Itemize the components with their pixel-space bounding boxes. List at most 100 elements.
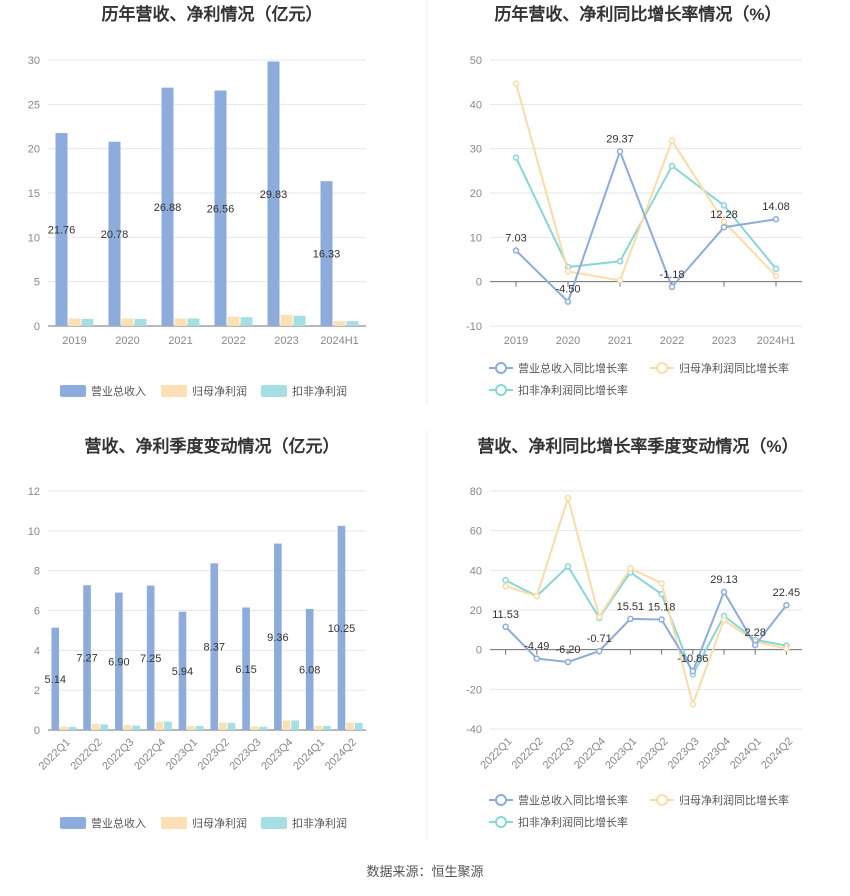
legend-swatch-revenue[interactable] — [60, 817, 86, 829]
bar — [337, 525, 346, 730]
y-tick-label: -40 — [466, 724, 482, 736]
bar — [354, 722, 363, 730]
bar — [164, 721, 172, 730]
bar — [346, 321, 359, 326]
data-point — [595, 647, 603, 655]
legend-label: 归母净利润同比增长率 — [679, 361, 789, 375]
bar — [267, 61, 280, 327]
bar — [174, 318, 187, 326]
legend-swatch-deducted-net[interactable] — [261, 817, 287, 829]
legend-label: 归母净利润同比增长率 — [679, 793, 789, 807]
bar — [115, 592, 123, 730]
legend-label: 营业总收入 — [91, 384, 146, 398]
legend-swatch-parent-net[interactable] — [161, 817, 187, 829]
y-tick-label: 15 — [28, 188, 40, 200]
legend-item-deducted-growth[interactable]: 扣非净利润同比增长率 — [489, 383, 628, 397]
legend-item-parent-growth[interactable]: 归母净利润同比增长率 — [650, 361, 789, 375]
legend: 营业总收入同比增长率 归母净利润同比增长率 扣非净利润同比增长率 — [489, 793, 789, 829]
data-label: 6.08 — [299, 664, 320, 676]
data-label: 7.27 — [76, 653, 97, 665]
data-label: 20.78 — [101, 229, 129, 241]
bar — [91, 724, 100, 730]
data-label: 5.14 — [45, 674, 66, 686]
data-label: -4.50 — [555, 284, 580, 296]
data-label: 12.28 — [710, 209, 738, 221]
bar — [146, 585, 155, 730]
x-tick-label: 2023Q2 — [634, 735, 670, 771]
data-point — [668, 283, 676, 291]
x-tick-label: 2021 — [168, 335, 192, 347]
y-tick-label: 20 — [470, 605, 482, 617]
bar — [250, 726, 259, 730]
legend: 营业总收入同比增长率 归母净利润同比增长率 扣非净利润同比增长率 — [489, 361, 789, 397]
legend-item-revenue-growth[interactable]: 营业总收入同比增长率 — [489, 793, 628, 807]
data-point — [564, 658, 572, 666]
y-tick-label: 0 — [476, 277, 482, 289]
x-tick-label: 2024H1 — [320, 335, 359, 347]
x-tick-label: 2024Q1 — [728, 735, 764, 771]
bar — [240, 317, 253, 326]
y-tick-label: 2 — [34, 685, 40, 697]
legend-swatch-deducted-net[interactable] — [261, 385, 287, 397]
x-tick-label: 2019 — [504, 335, 528, 347]
bar — [178, 611, 187, 730]
data-label: -10.86 — [677, 653, 708, 665]
bar — [227, 316, 240, 326]
x-tick-label: 2020 — [556, 335, 580, 347]
data-label: 6.15 — [235, 664, 256, 676]
y-tick-label: 4 — [34, 645, 40, 657]
data-point — [512, 247, 520, 254]
data-source-note: 数据来源：恒生聚源 — [366, 864, 483, 879]
quarterly-revenue-profit-chart: 营收、净利季度变动情况（亿元） 0246810122022Q12022Q2202… — [28, 436, 366, 830]
bar — [81, 318, 94, 326]
x-tick-label: 2022Q4 — [572, 735, 608, 771]
data-label: 29.83 — [260, 189, 288, 201]
x-tick-label: 2024Q2 — [323, 736, 359, 772]
legend-label: 扣非净利润同比增长率 — [518, 815, 628, 829]
chart-title: 营收、净利季度变动情况（亿元） — [85, 436, 340, 456]
x-tick-label: 2023Q4 — [259, 736, 295, 772]
bar — [132, 725, 140, 730]
bar — [121, 318, 134, 326]
data-point — [616, 148, 624, 155]
series-line — [505, 494, 787, 708]
data-label: 26.56 — [207, 203, 235, 215]
x-tick-label: 2023Q1 — [603, 735, 639, 771]
bar — [242, 607, 250, 730]
legend-swatch-revenue[interactable] — [60, 385, 86, 397]
data-label: 9.36 — [267, 632, 288, 644]
legend-item-deducted-growth[interactable]: 扣非净利润同比增长率 — [489, 815, 628, 829]
x-tick-label: 2023Q2 — [196, 736, 232, 772]
data-label: 5.94 — [172, 666, 193, 678]
x-tick-label: 2023 — [274, 335, 298, 347]
legend-item-parent-growth[interactable]: 归母净利润同比增长率 — [650, 793, 789, 807]
data-point — [564, 494, 572, 502]
y-tick-label: 0 — [476, 645, 482, 657]
bar — [123, 725, 132, 730]
data-point — [502, 577, 509, 584]
bar — [161, 87, 174, 326]
legend-item-revenue-growth[interactable]: 营业总收入同比增长率 — [489, 361, 628, 375]
y-tick-label: 10 — [28, 526, 40, 538]
data-label: -6.20 — [555, 644, 580, 656]
series-line — [505, 564, 787, 677]
data-label: 22.45 — [773, 587, 801, 599]
data-label: 7.25 — [140, 653, 161, 665]
bar — [346, 722, 354, 730]
x-tick-label: 2022Q3 — [541, 735, 577, 771]
x-tick-label: 2021 — [608, 335, 632, 347]
data-point — [668, 162, 676, 170]
y-tick-label: 20 — [470, 188, 482, 200]
bar — [187, 318, 200, 326]
data-label: 14.08 — [762, 201, 790, 213]
data-label: 15.51 — [617, 601, 645, 613]
data-label: 7.03 — [505, 233, 526, 245]
legend-label: 营业总收入 — [91, 816, 146, 830]
x-tick-label: 2022 — [660, 335, 684, 347]
data-point — [772, 265, 780, 273]
legend-swatch-parent-net[interactable] — [161, 385, 187, 397]
data-point — [616, 277, 624, 284]
data-label: 11.53 — [492, 609, 519, 621]
data-point — [595, 613, 603, 621]
